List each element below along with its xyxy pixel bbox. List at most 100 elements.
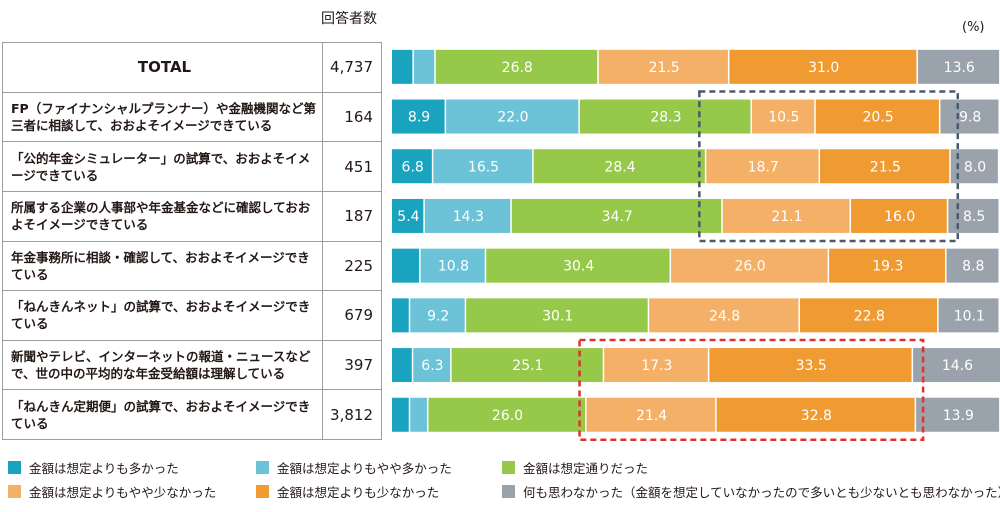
data-label: 10.5	[768, 110, 799, 126]
table-row: 年金事務所に相談・確認して、おおよそイメージできている 225	[2, 240, 382, 292]
bar-segment	[917, 49, 1000, 84]
bar-segment	[392, 149, 432, 184]
data-label: 26.8	[502, 60, 533, 76]
data-label: 22.0	[497, 110, 528, 126]
bar-segment	[729, 49, 917, 84]
bar-segment	[722, 198, 850, 233]
table-row: 「ねんきんネット」の試算で、おおよそイメージできている 679	[2, 290, 382, 341]
legend-item: 金額は想定よりもやや多かった	[256, 458, 452, 477]
row-label-total: TOTAL	[2, 42, 323, 93]
bar-segment	[435, 49, 598, 84]
row-label: 「公的年金シミュレーター」の試算で、おおよそイメージできている	[2, 141, 323, 192]
bar-segment	[851, 198, 947, 233]
respondent-count: 225	[322, 240, 382, 292]
row-label: 所属する企業の人事部や年金基金などに確認しておおよそイメージできている	[2, 190, 323, 242]
bar-segment	[413, 348, 451, 383]
legend-swatch	[8, 461, 21, 474]
data-label: 10.8	[438, 259, 469, 275]
table-row: 所属する企業の人事部や年金基金などに確認しておおよそイメージできている 187	[2, 190, 382, 242]
bar-segment	[424, 198, 511, 233]
row-label: 新聞やテレビ、インターネットの報道・ニュースなどで、世の中の平均的な年金受給額は…	[2, 339, 323, 391]
data-label: 14.3	[453, 209, 484, 225]
bar-segment	[913, 348, 1000, 383]
bar-segment	[916, 397, 1000, 432]
legend-label: 金額は想定通りだった	[523, 461, 649, 476]
legend-swatch	[8, 485, 21, 498]
bar-segment	[420, 248, 485, 283]
data-label: 9.2	[427, 308, 449, 324]
bar-segment	[751, 99, 815, 134]
data-label: 32.8	[801, 408, 832, 424]
bar-segment	[392, 348, 412, 383]
bar-segment	[649, 298, 799, 333]
legend-swatch	[256, 485, 269, 498]
data-label: 6.3	[421, 358, 443, 374]
bar-segment	[451, 348, 603, 383]
data-label: 25.1	[512, 358, 543, 374]
legend-item: 何も思わなかった（金額を想定していなかったので多いとも少ないとも思わなかった）	[502, 482, 1000, 501]
data-label: 21.5	[648, 60, 679, 76]
data-label: 5.4	[397, 209, 419, 225]
bar-segment	[604, 348, 708, 383]
data-label: 13.9	[943, 408, 974, 424]
bar-segment	[446, 99, 579, 134]
table-row: 「公的年金シミュレーター」の試算で、おおよそイメージできている 451	[2, 141, 382, 192]
data-label: 8.8	[962, 259, 984, 275]
bar-segment	[579, 99, 751, 134]
data-label: 33.5	[796, 358, 827, 374]
table-row: 新聞やテレビ、インターネットの報道・ニュースなどで、世の中の平均的な年金受給額は…	[2, 339, 382, 391]
data-label: 28.3	[650, 110, 681, 126]
bar-segment	[829, 248, 945, 283]
respondent-count: 187	[322, 190, 382, 242]
data-label: 21.1	[771, 209, 802, 225]
legend-label: 金額は想定よりも少なかった	[277, 485, 440, 500]
respondent-count: 164	[322, 91, 382, 143]
bar-segment	[433, 149, 533, 184]
row-label: 「ねんきんネット」の試算で、おおよそイメージできている	[2, 290, 323, 341]
bar-segment	[392, 99, 445, 134]
data-label: 22.8	[854, 308, 885, 324]
data-label: 16.0	[884, 209, 915, 225]
data-label: 14.6	[942, 358, 973, 374]
data-label: 31.0	[808, 60, 839, 76]
legend-item: 金額は想定よりもやや少なかった	[8, 482, 216, 501]
data-label: 10.1	[954, 308, 985, 324]
legend: 金額は想定よりも多かった 金額は想定よりもやや多かった 金額は想定通りだった 金…	[8, 458, 1000, 508]
bar-segment	[410, 397, 427, 432]
data-label: 26.0	[492, 408, 523, 424]
bar-segment	[706, 149, 819, 184]
bar-segment	[413, 49, 435, 84]
data-label: 8.9	[408, 110, 430, 126]
data-label: 8.0	[964, 159, 986, 175]
respondent-count: 3,812	[322, 389, 382, 440]
respondents-header: 回答者数	[321, 11, 377, 27]
data-label: 28.4	[604, 159, 635, 175]
row-label: 年金事務所に相談・確認して、おおよそイメージできている	[2, 240, 323, 292]
data-label: 30.4	[563, 259, 594, 275]
bar-segment	[392, 248, 420, 283]
legend-item: 金額は想定通りだった	[502, 458, 648, 477]
data-label: 19.3	[872, 259, 903, 275]
respondent-count: 451	[322, 141, 382, 192]
data-label: 17.3	[641, 358, 672, 374]
legend-label: 金額は想定よりもやや少なかった	[29, 485, 217, 500]
data-label: 34.7	[602, 209, 633, 225]
respondent-count: 397	[322, 339, 382, 391]
bar-segment	[410, 298, 465, 333]
bar-segment	[511, 198, 722, 233]
data-label: 18.7	[748, 159, 779, 175]
data-label: 9.8	[959, 110, 981, 126]
data-label: 21.4	[636, 408, 667, 424]
bar-segment	[466, 298, 648, 333]
data-label: 8.5	[963, 209, 985, 225]
highlight-box-red	[578, 338, 925, 441]
data-label: 30.1	[542, 308, 573, 324]
unit-label: (%)	[962, 20, 985, 35]
row-label: 「ねんきん定期便」の試算で、おおよそイメージできている	[2, 389, 323, 440]
bar-segment	[671, 248, 828, 283]
bar-segment	[799, 298, 938, 333]
row-label: FP（ファイナンシャルプランナー）や金融機関など第三者に相談して、おおよそイメー…	[2, 91, 323, 143]
legend-label: 金額は想定よりも多かった	[29, 461, 179, 476]
data-label: 21.5	[870, 159, 901, 175]
data-label: 13.6	[944, 60, 975, 76]
